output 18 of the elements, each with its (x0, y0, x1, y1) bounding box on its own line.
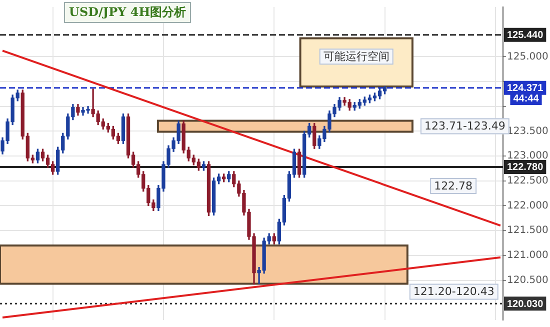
y-tick-label: 123.000 (507, 150, 548, 162)
band-label: 123.71-123.49 (424, 120, 506, 133)
band-label: 可能运行空间 (323, 50, 390, 63)
text: 44:44 (513, 93, 540, 104)
y-tick-label: 122.000 (507, 200, 548, 212)
ref-line-label: 124.371 (507, 83, 544, 94)
ref-line-label: 120.030 (507, 298, 544, 310)
ref-line-label: 125.440 (507, 30, 544, 42)
y-tick-label: 120.500 (507, 274, 548, 286)
ref-line-label: 122.780 (507, 162, 544, 174)
annotation: 122.78 (434, 179, 473, 192)
chart-title: USD/JPY 4H图分析 (64, 2, 192, 23)
y-tick-label: 122.500 (507, 175, 548, 186)
y-tick-label: 121.000 (507, 250, 548, 262)
band-label: 121.20-120.43 (413, 285, 494, 298)
y-tick-label: 121.500 (507, 225, 548, 236)
y-tick-label: 123.500 (507, 126, 548, 137)
y-tick-label: 125.000 (507, 51, 548, 62)
